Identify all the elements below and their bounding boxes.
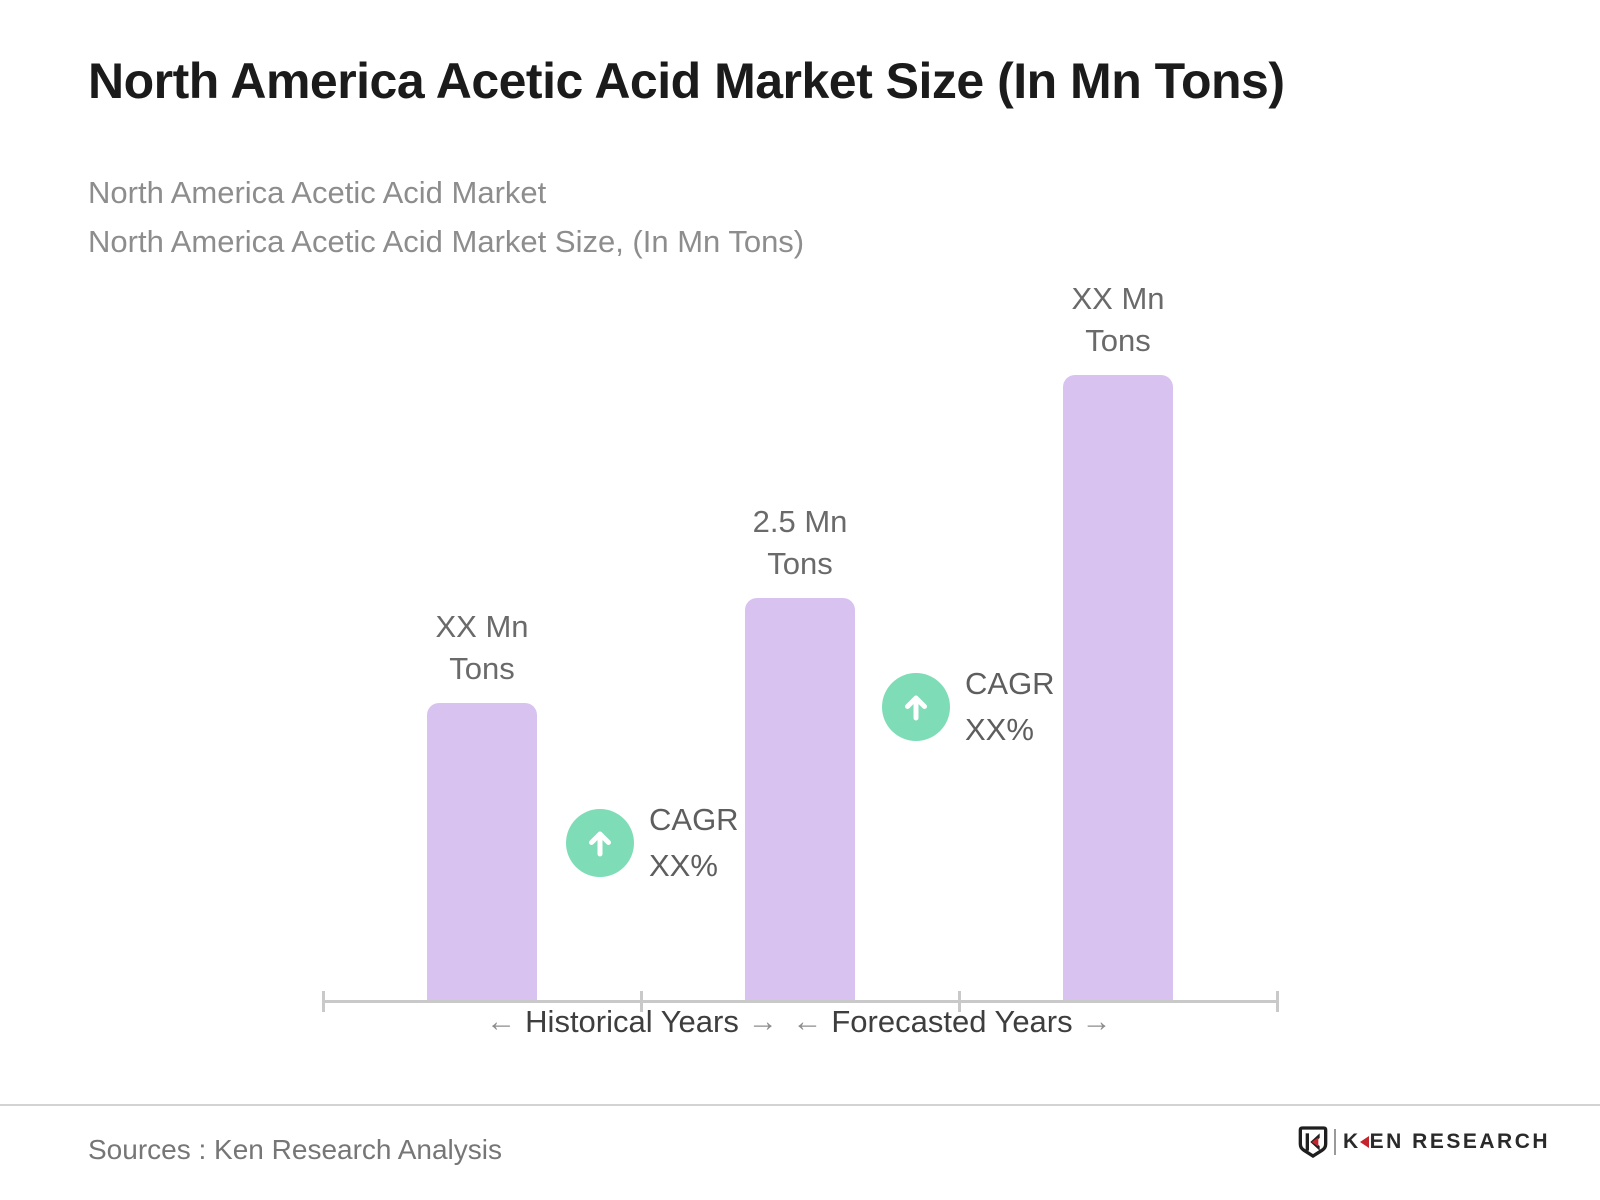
x-axis-line [322, 1000, 1279, 1003]
axis-tick [1276, 991, 1279, 1012]
bar-value-line1: 2.5 Mn [752, 504, 848, 539]
cagr-text: CAGR XX% [649, 797, 739, 889]
axis-group-label: Historical Years [525, 1004, 739, 1039]
brand-wordmark: K EN RESEARCH [1343, 1130, 1550, 1154]
axis-tick [322, 991, 325, 1012]
chart-subtitle: North America Acetic Acid Market North A… [88, 168, 1188, 266]
bar-value-label: 2.5 Mn Tons [690, 501, 910, 585]
sources-text: Sources : Ken Research Analysis [88, 1134, 502, 1165]
axis-group-historical: ← Historical Years → [412, 1004, 852, 1040]
cagr-line1: CAGR [965, 666, 1055, 701]
axis-group-label: Forecasted Years [831, 1004, 1073, 1039]
footer-divider [0, 1104, 1600, 1106]
axis-tick [958, 991, 961, 1012]
page-title: North America Acetic Acid Market Size (I… [88, 53, 1285, 109]
cagr-annotation: CAGR XX% [566, 797, 739, 889]
bar-value-line1: XX Mn [1071, 281, 1165, 316]
cagr-annotation: CAGR XX% [882, 661, 1055, 753]
bar-value-line1: XX Mn [435, 609, 529, 644]
logo-separator [1334, 1129, 1336, 1155]
right-arrow-icon: → [1081, 1005, 1112, 1038]
ken-research-shield-icon [1298, 1126, 1328, 1158]
bar-value-line2: Tons [1085, 323, 1151, 358]
right-arrow-icon: → [747, 1005, 778, 1038]
cagr-line2: XX% [965, 712, 1034, 747]
bar-value-label: XX Mn Tons [372, 606, 592, 690]
brand-letter-k: K [1343, 1130, 1361, 1153]
left-arrow-icon: ← [792, 1005, 823, 1038]
bar-value-line2: Tons [767, 546, 833, 581]
left-arrow-icon: ← [486, 1005, 517, 1038]
cagr-line1: CAGR [649, 802, 739, 837]
up-arrow-icon [905, 695, 927, 721]
bar-value-line2: Tons [449, 651, 515, 686]
bar-historical [427, 703, 537, 1002]
up-arrow-circle-icon [566, 809, 634, 877]
subtitle-line-1: North America Acetic Acid Market [88, 175, 547, 210]
axis-tick [640, 991, 643, 1012]
up-arrow-circle-icon [882, 673, 950, 741]
bar-forecast [1063, 375, 1173, 1002]
cagr-line2: XX% [649, 848, 718, 883]
axis-group-forecasted: ← Forecasted Years → [732, 1004, 1172, 1040]
ken-research-logo: K EN RESEARCH [1298, 1124, 1550, 1160]
red-triangle-icon [1359, 1136, 1369, 1148]
brand-rest: EN RESEARCH [1369, 1130, 1551, 1153]
up-arrow-icon [589, 831, 611, 857]
subtitle-line-2: North America Acetic Acid Market Size, (… [88, 224, 805, 259]
cagr-text: CAGR XX% [965, 661, 1055, 753]
bar-value-label: XX Mn Tons [1008, 278, 1228, 362]
bar-current [745, 598, 855, 1002]
